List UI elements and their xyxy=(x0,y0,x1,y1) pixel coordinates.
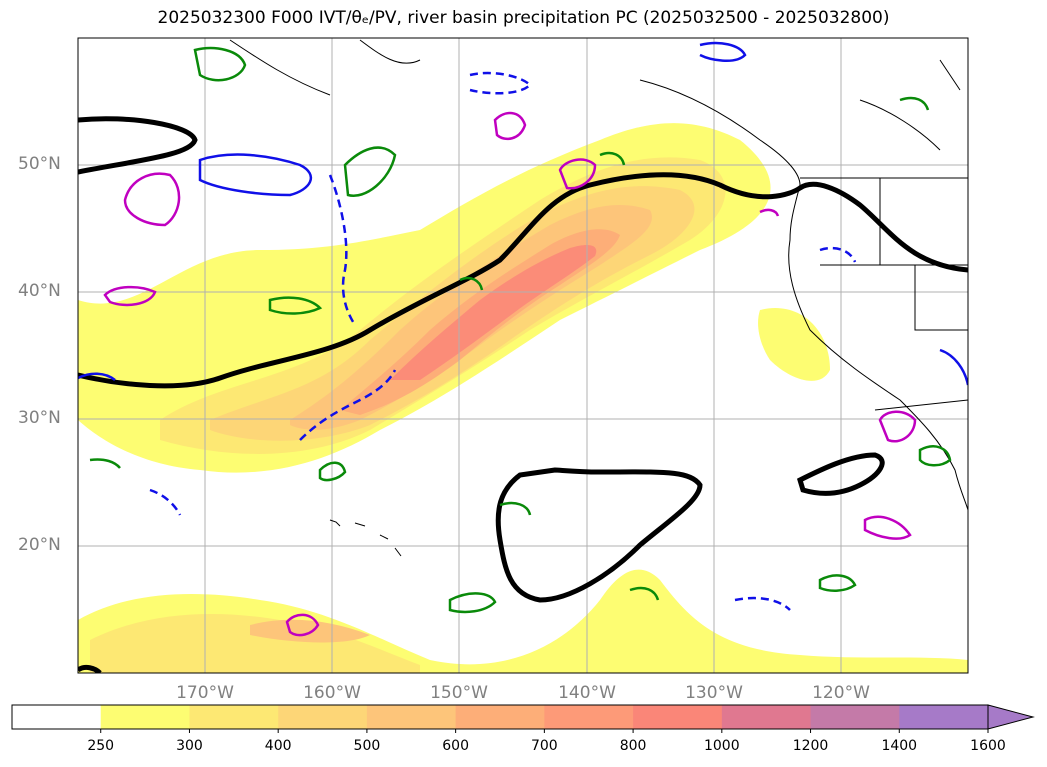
lat-label-30N: 30°N xyxy=(18,408,61,428)
colorbar-segment xyxy=(810,705,900,729)
colorbar-tick-label: 1400 xyxy=(881,738,918,754)
pv-contour-9 xyxy=(149,488,182,516)
theta-e-contour-northwest xyxy=(78,116,198,175)
pc-contour-3 xyxy=(268,296,323,315)
pv-mag-contour-8 xyxy=(759,208,780,217)
pv-mag-contour-4 xyxy=(558,158,597,190)
pv-contour-8 xyxy=(734,596,791,611)
lon-label-140W: 140°W xyxy=(558,683,616,703)
pv-contour-7 xyxy=(819,246,857,263)
map-title: 2025032300 F000 IVT/θₑ/PV, river basin p… xyxy=(157,8,890,28)
pv-mag-contour-1 xyxy=(123,172,181,227)
colorbar-tick-label: 250 xyxy=(87,738,115,754)
pv-contour-2 xyxy=(328,174,357,326)
hawaii-islands xyxy=(329,519,402,557)
colorbar-outline xyxy=(11,704,989,730)
pc-contour-10 xyxy=(918,445,952,467)
theta-e-contours xyxy=(78,116,968,673)
colorbar-segment xyxy=(544,705,634,729)
ivt-contour-250-east xyxy=(758,308,830,381)
pv-contour-6 xyxy=(699,41,747,62)
pv-mag-contour-7 xyxy=(285,613,320,637)
lon-label-130W: 130°W xyxy=(685,683,743,703)
theta-e-contour-southwest xyxy=(78,664,102,673)
pv-contour-4 xyxy=(299,369,397,441)
colorbar-tick-label: 800 xyxy=(619,738,647,754)
colorbar-segment xyxy=(721,705,812,729)
lat-label-40N: 40°N xyxy=(18,281,61,301)
graticule xyxy=(78,38,968,673)
pv-contours-magenta xyxy=(103,111,917,637)
pv-contour-5 xyxy=(78,372,116,382)
colorbar-segment xyxy=(100,705,190,729)
colorbar-tick-label: 600 xyxy=(442,738,469,754)
colorbar-tick-label: 1200 xyxy=(792,738,829,754)
colorbar-tick-label: 500 xyxy=(353,738,381,754)
pv-mag-contour-2 xyxy=(493,111,527,141)
colorbar-tick-label: 700 xyxy=(530,738,558,754)
lon-label-160W: 160°W xyxy=(303,683,361,703)
pv-contours-blue xyxy=(78,41,968,611)
colorbar-segment xyxy=(633,705,723,729)
pc-contour-8 xyxy=(818,574,857,592)
colorbar-segment xyxy=(12,705,102,729)
pv-mag-contour-6 xyxy=(863,515,912,540)
colorbar-tick-label: 1000 xyxy=(703,738,740,754)
lon-label-150W: 150°W xyxy=(430,683,488,703)
pc-contour-13 xyxy=(599,151,626,166)
lon-label-170W: 170°W xyxy=(176,683,234,703)
theta-e-contour-closed-low xyxy=(495,467,703,603)
pc-contour-1 xyxy=(193,46,247,82)
pv-contour-3 xyxy=(469,71,532,95)
ivt-contour-300-south xyxy=(90,614,420,673)
theta-e-contour-east xyxy=(797,452,885,496)
pc-contour-6 xyxy=(499,501,532,516)
pc-contour-9 xyxy=(899,96,930,111)
ivt-contour-800 xyxy=(390,244,597,380)
pv-contour-10 xyxy=(939,348,968,386)
pv-mag-contour-5 xyxy=(878,410,917,443)
colorbar-tick-label: 400 xyxy=(264,738,292,754)
pc-contour-7 xyxy=(448,592,497,614)
coastline-bc xyxy=(859,59,961,151)
ivt-contour-250-west xyxy=(78,308,200,345)
pc-contour-5 xyxy=(318,461,347,482)
pc-contour-11 xyxy=(629,586,660,601)
pc-contour-4 xyxy=(459,276,484,291)
pc-contour-2 xyxy=(343,146,397,198)
ivt-contour-500-south xyxy=(250,619,370,643)
colorbar-segment xyxy=(366,705,457,729)
pv-contour-1 xyxy=(198,153,313,197)
lat-label-50N: 50°N xyxy=(18,154,61,174)
colorbar-segment xyxy=(278,705,368,729)
lon-label-120W: 120°W xyxy=(812,683,870,703)
map-frame xyxy=(77,37,969,674)
pv-mag-contour-3 xyxy=(103,285,157,307)
colorbar-segment xyxy=(899,705,989,729)
colorbar-extend-arrow xyxy=(987,704,1035,730)
colorbar-segment xyxy=(455,705,545,729)
colorbar-tick-label: 1600 xyxy=(970,738,1006,754)
lat-label-20N: 20°N xyxy=(18,535,61,555)
theta-e-contour-main xyxy=(78,172,968,389)
precip-pc-contours-green xyxy=(89,46,952,614)
coastline-aleutians xyxy=(229,39,421,96)
pc-contour-12 xyxy=(89,458,121,469)
colorbar-tick-label: 300 xyxy=(176,738,203,754)
colorbar xyxy=(11,704,1035,733)
colorbar-segment xyxy=(189,705,279,729)
